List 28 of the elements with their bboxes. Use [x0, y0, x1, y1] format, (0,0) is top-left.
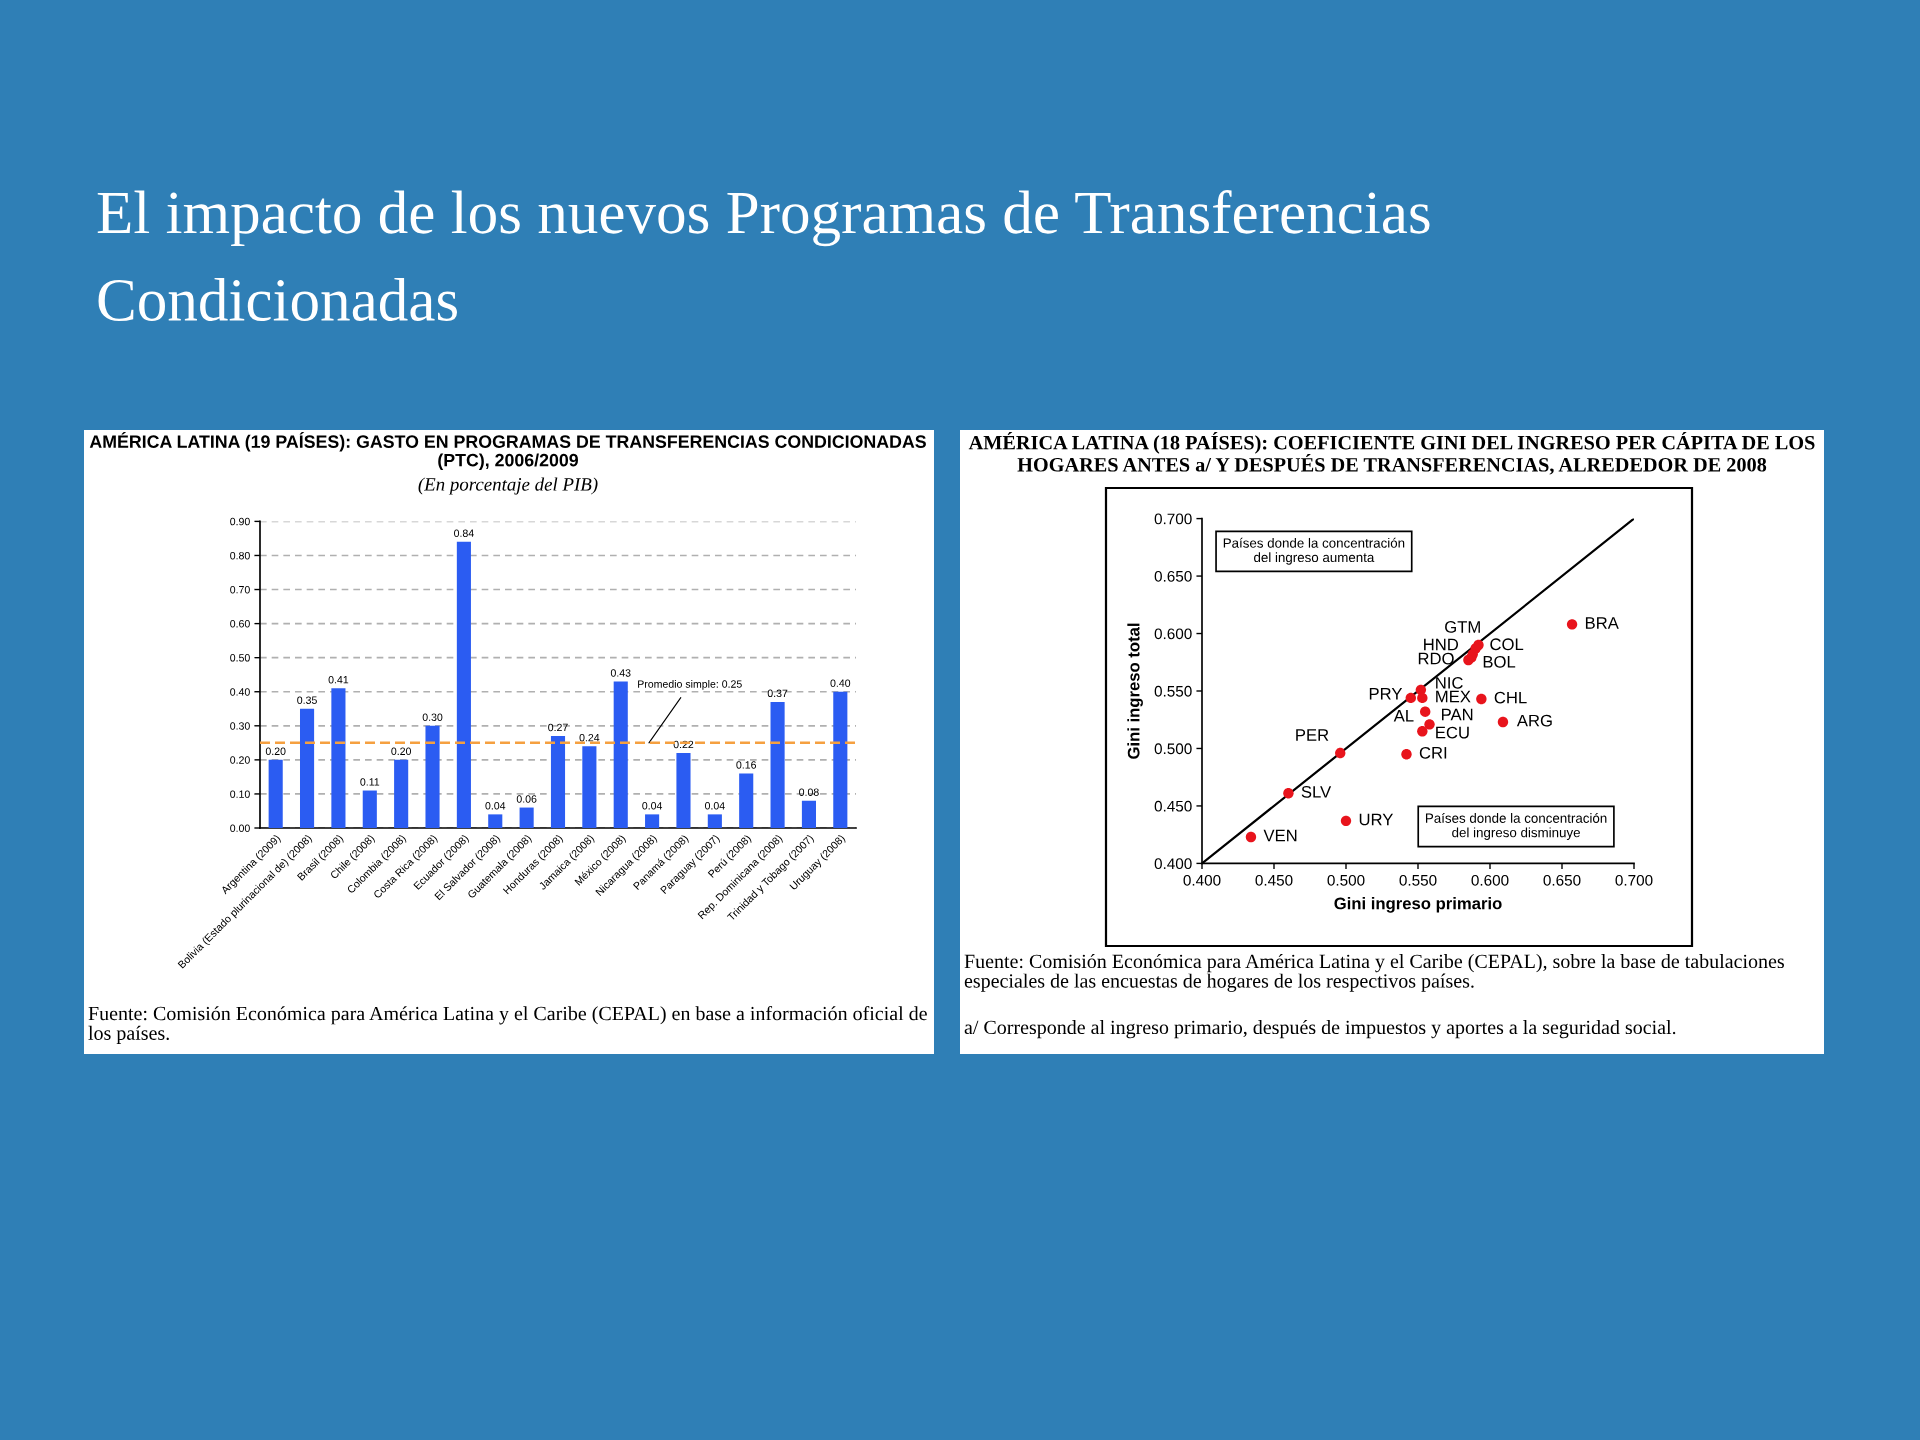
chart-title: AMÉRICA LATINA (19 PAÍSES): GASTO EN PROGRAMAS DE TRANSFERENCIAS CONDICIONADAS (PTC), 2006/2009 [89, 432, 926, 470]
annotation: ECU [1436, 726, 1469, 739]
annotation: SLV [1301, 785, 1332, 798]
x-axis-title: Gini ingreso primario [1334, 897, 1502, 913]
annotation: PAN [1442, 708, 1473, 721]
annotation: NIC [1436, 676, 1463, 689]
annotation: CHL [1494, 691, 1527, 704]
annotation: BOL [1483, 655, 1516, 668]
annotation: BRA [1585, 617, 1619, 629]
chart-title: AMÉRICA LATINA (18 PAÍSES): COEFICIENTE GINI DEL INGRESO PER CÁPITA DE LOS HOGARES ANTES a/ Y DESPUÉS DE TRANSFERENCIAS, ALREDEDOR DE 2008 [968, 432, 1815, 475]
annotation: CRI [1419, 746, 1447, 759]
annotation: GTM [1445, 621, 1480, 633]
annotation: ARG [1516, 714, 1552, 727]
text: a/ Corresponde al ingreso primario, después de impuestos y aportes a la seguridad social. [964, 1020, 1676, 1039]
annotation: URY [1359, 813, 1394, 826]
y-axis-title: Gini ingreso total [1127, 623, 1143, 759]
annotation: COL [1490, 638, 1524, 651]
annotation: VEN [1263, 829, 1297, 842]
source-note: Fuente: Comisión Económica para América Latina y el Caribe (CEPAL), sobre la base de tabulaciones especiales de las encuestas de hogares de los respectivos países. [964, 954, 1784, 992]
chart-subtitle: (En porcentaje del PIB) [418, 477, 598, 495]
text: El impacto de los nuevos Programas de Transferencias Condicionadas [97, 190, 1430, 322]
annotation: MEX [1436, 690, 1471, 703]
annotation: PRY [1369, 687, 1403, 700]
annotation: RDO [1418, 652, 1454, 665]
annotation: PER [1296, 729, 1329, 741]
annotation: HND [1424, 638, 1459, 651]
source-note: Fuente: Comisión Económica para América Latina y el Caribe (CEPAL) en base a información oficial de los países. [88, 1006, 927, 1044]
annotation: AL [1393, 710, 1414, 722]
